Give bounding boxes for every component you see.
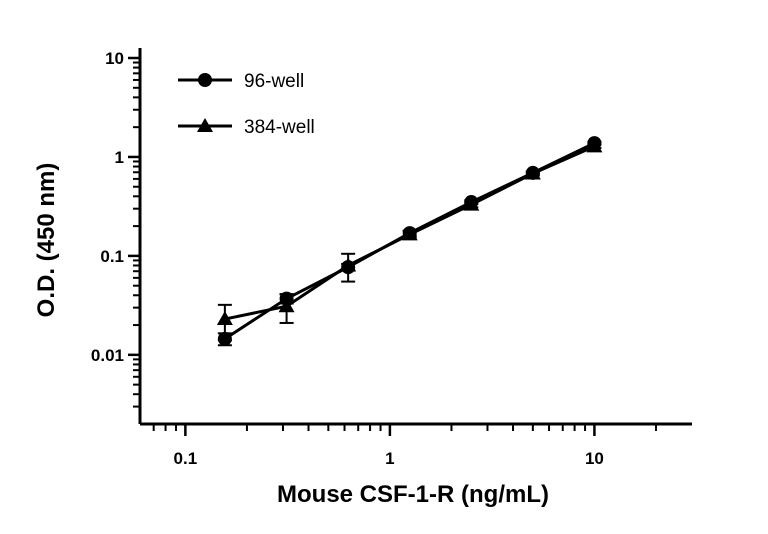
y-tick-label: 1 xyxy=(115,148,124,167)
y-tick-label: 10 xyxy=(105,49,124,68)
legend-marker xyxy=(198,73,212,87)
y-tick-label: 0.01 xyxy=(91,346,124,365)
legend-label: 96-well xyxy=(244,71,304,92)
data-point xyxy=(278,298,295,313)
y-axis-label: O.D. (450 nm) xyxy=(33,163,60,318)
data-point xyxy=(340,257,357,272)
data-point xyxy=(401,226,418,241)
series-384-well xyxy=(216,138,603,342)
data-point xyxy=(586,138,603,153)
axes: 0.1 1 10 0.01 0.1 1 10 xyxy=(91,48,692,468)
x-tick-label: 0.1 xyxy=(174,449,198,468)
legend: 96-well 384-well xyxy=(178,71,315,138)
x-tick-label: 10 xyxy=(585,449,604,468)
legend-marker xyxy=(197,118,213,132)
data-point xyxy=(216,311,233,326)
data-point xyxy=(524,165,541,180)
y-tick-label: 0.1 xyxy=(100,247,124,266)
data-point xyxy=(463,196,480,211)
series-layer xyxy=(216,136,603,347)
legend-label: 384-well xyxy=(244,117,315,138)
x-tick-label: 1 xyxy=(385,449,394,468)
x-axis-label: Mouse CSF-1-R (ng/mL) xyxy=(277,481,549,508)
